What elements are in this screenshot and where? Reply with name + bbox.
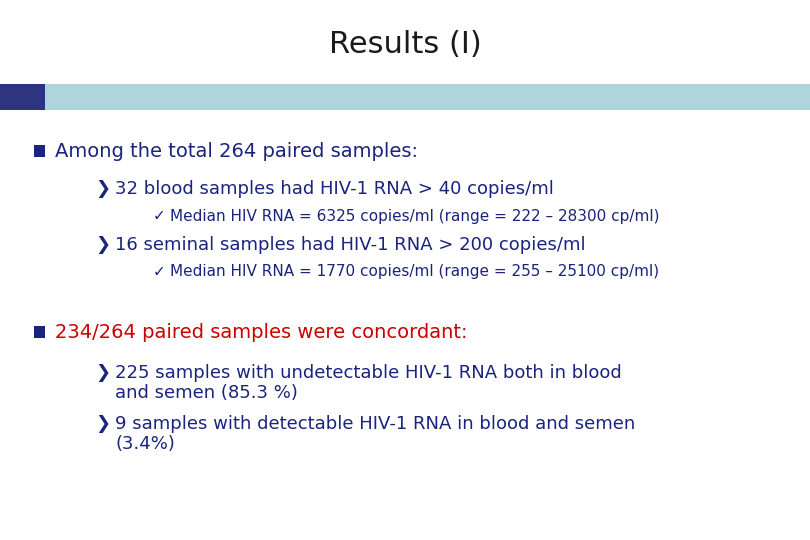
Text: 234/264 paired samples were concordant:: 234/264 paired samples were concordant: bbox=[55, 322, 467, 342]
Text: (3.4%): (3.4%) bbox=[115, 435, 175, 454]
FancyBboxPatch shape bbox=[0, 84, 45, 110]
Text: ✓: ✓ bbox=[152, 264, 165, 279]
Text: Median HIV RNA = 1770 copies/ml (range = 255 – 25100 cp/ml): Median HIV RNA = 1770 copies/ml (range =… bbox=[170, 264, 659, 279]
Text: and semen (85.3 %): and semen (85.3 %) bbox=[115, 384, 298, 402]
FancyBboxPatch shape bbox=[0, 84, 810, 110]
FancyBboxPatch shape bbox=[34, 326, 45, 338]
Text: 9 samples with detectable HIV-1 RNA in blood and semen: 9 samples with detectable HIV-1 RNA in b… bbox=[115, 415, 635, 433]
Text: 225 samples with undetectable HIV-1 RNA both in blood: 225 samples with undetectable HIV-1 RNA … bbox=[115, 363, 622, 382]
Text: 32 blood samples had HIV-1 RNA > 40 copies/ml: 32 blood samples had HIV-1 RNA > 40 copi… bbox=[115, 180, 554, 198]
Text: ❯: ❯ bbox=[96, 415, 111, 433]
Text: 16 seminal samples had HIV-1 RNA > 200 copies/ml: 16 seminal samples had HIV-1 RNA > 200 c… bbox=[115, 235, 586, 254]
Text: ❯: ❯ bbox=[96, 363, 111, 382]
FancyBboxPatch shape bbox=[34, 145, 45, 157]
Text: ❯: ❯ bbox=[96, 180, 111, 198]
Text: ❯: ❯ bbox=[96, 235, 111, 254]
Text: Among the total 264 paired samples:: Among the total 264 paired samples: bbox=[55, 141, 418, 161]
Text: Median HIV RNA = 6325 copies/ml (range = 222 – 28300 cp/ml): Median HIV RNA = 6325 copies/ml (range =… bbox=[170, 208, 659, 224]
Text: ✓: ✓ bbox=[152, 208, 165, 224]
Text: Results (I): Results (I) bbox=[329, 30, 481, 59]
